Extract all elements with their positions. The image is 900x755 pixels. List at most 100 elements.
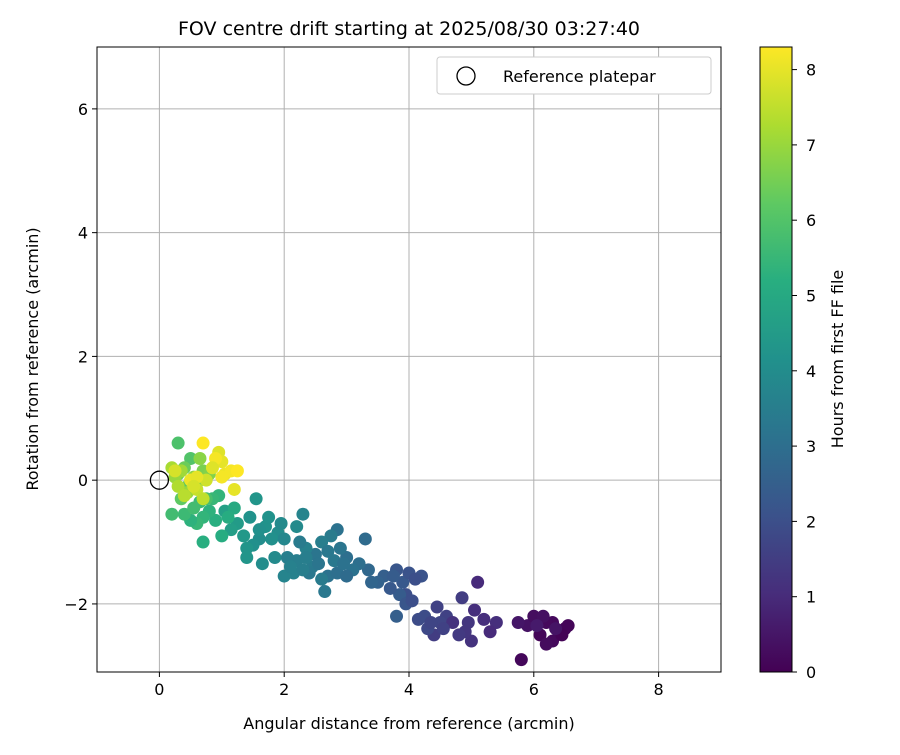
data-point — [455, 591, 469, 605]
colorbar-tick-label: 5 — [806, 286, 816, 305]
data-point — [324, 529, 338, 543]
data-point — [252, 523, 266, 537]
data-point — [177, 489, 191, 503]
x-tick-label: 8 — [654, 680, 664, 699]
data-point — [177, 507, 191, 521]
data-point — [333, 541, 347, 555]
data-point — [340, 569, 354, 583]
legend-marker-reference — [456, 66, 476, 86]
y-tick-label: 0 — [78, 471, 88, 490]
colorbar-tick-label: 3 — [806, 437, 816, 456]
legend-box — [436, 56, 712, 95]
data-point — [293, 535, 307, 549]
y-tick-label: −2 — [64, 595, 88, 614]
y-tick-label: 2 — [78, 347, 88, 366]
data-point — [549, 622, 563, 636]
data-point — [249, 492, 263, 506]
data-point — [312, 557, 326, 571]
data-point — [277, 569, 291, 583]
data-point — [383, 581, 397, 595]
data-point — [196, 436, 210, 450]
y-axis-label: Rotation from reference (arcmin) — [23, 227, 42, 490]
data-point — [436, 622, 450, 636]
x-axis-ticks: 0 2 4 6 8 — [154, 672, 664, 699]
data-point — [539, 637, 553, 651]
colorbar-tick-label: 1 — [806, 588, 816, 607]
colorbar-tick-label: 2 — [806, 512, 816, 531]
data-point — [561, 619, 575, 633]
x-axis-label: Angular distance from reference (arcmin) — [243, 714, 574, 733]
data-point — [296, 507, 310, 521]
data-point — [268, 551, 282, 565]
data-point — [411, 612, 425, 626]
data-point — [221, 510, 235, 524]
data-point — [461, 615, 475, 629]
colorbar-label: Hours from first FF file — [828, 270, 847, 449]
data-point — [386, 569, 400, 583]
x-tick-label: 2 — [279, 680, 289, 699]
data-point — [452, 628, 466, 642]
data-point — [315, 572, 329, 586]
data-point — [315, 535, 329, 549]
colorbar-tick-label: 6 — [806, 211, 816, 230]
data-point — [477, 612, 491, 626]
data-point — [262, 510, 276, 524]
data-point — [318, 585, 332, 599]
data-point — [361, 563, 375, 577]
data-point — [243, 510, 257, 524]
data-point — [483, 625, 497, 639]
data-point — [408, 572, 422, 586]
data-point — [277, 532, 291, 546]
data-point — [165, 507, 179, 521]
data-point — [196, 535, 210, 549]
data-point — [336, 557, 350, 571]
colorbar — [759, 46, 793, 673]
colorbar-tick-label: 8 — [806, 61, 816, 80]
colorbar-tick-label: 4 — [806, 362, 816, 381]
data-point — [396, 575, 410, 589]
data-point — [193, 452, 207, 466]
data-point — [464, 634, 478, 648]
data-point — [514, 653, 528, 667]
colorbar-tick-label: 0 — [806, 663, 816, 682]
x-tick-label: 6 — [529, 680, 539, 699]
data-point — [296, 563, 310, 577]
legend: Reference platepar — [436, 56, 712, 95]
data-point — [530, 619, 544, 633]
data-point — [205, 461, 219, 475]
data-point — [215, 529, 229, 543]
data-point — [536, 609, 550, 623]
data-point — [283, 560, 297, 574]
data-point — [227, 501, 241, 515]
data-point — [424, 615, 438, 629]
data-point — [405, 594, 419, 608]
data-point — [511, 615, 525, 629]
colorbar-ticks: 0 1 2 3 4 5 6 7 8 — [792, 61, 816, 682]
y-tick-label: 6 — [78, 100, 88, 119]
data-point — [215, 470, 229, 484]
x-tick-label: 0 — [154, 680, 164, 699]
data-point — [237, 529, 251, 543]
legend-entry-reference: Reference platepar — [503, 67, 656, 86]
data-point — [240, 551, 254, 565]
data-point — [358, 532, 372, 546]
data-point — [171, 479, 185, 493]
data-point — [240, 541, 254, 555]
data-point — [209, 513, 223, 527]
data-point — [230, 464, 244, 478]
data-point — [290, 520, 304, 534]
x-tick-label: 4 — [404, 680, 414, 699]
data-point — [227, 482, 241, 496]
data-point — [171, 436, 185, 450]
data-points — [165, 436, 575, 667]
data-point — [430, 600, 444, 614]
data-point — [321, 544, 335, 558]
data-point — [196, 492, 210, 506]
data-point — [365, 575, 379, 589]
data-point — [265, 532, 279, 546]
data-point — [390, 609, 404, 623]
data-point — [184, 452, 198, 466]
data-point — [393, 588, 407, 602]
data-point — [187, 479, 201, 493]
